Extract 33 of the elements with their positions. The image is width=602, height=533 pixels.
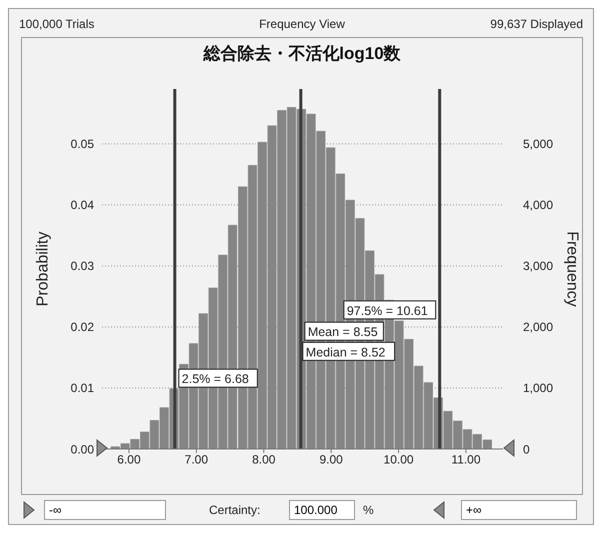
x-tick-label: 10.00 <box>384 452 414 467</box>
y2-tick-label: 5,000 <box>523 137 554 152</box>
x-tick-label: 7.00 <box>184 452 208 467</box>
y-axis-title: Probability <box>34 232 52 306</box>
annotation: Mean = 8.55 <box>308 325 378 340</box>
x-tick-label: 6.00 <box>117 452 141 467</box>
text: % <box>363 503 374 517</box>
y2-tick-label: 1,000 <box>523 381 554 396</box>
y-tick-label: 0.04 <box>70 198 94 212</box>
text: 99,637 Displayed <box>490 17 583 31</box>
annotation: Median = 8.52 <box>306 345 386 360</box>
annotation: 2.5% = 6.68 <box>182 372 249 386</box>
text: Certainty: <box>209 503 260 517</box>
x-tick-label: 11.00 <box>451 452 481 467</box>
y-tick-label: 0.05 <box>70 137 94 152</box>
text-field: -∞ <box>44 500 166 520</box>
x-tick-label: 9.00 <box>319 452 344 467</box>
y-tick-label: 0.01 <box>70 381 94 396</box>
text-field: 100.000 <box>289 500 355 520</box>
y2-axis-title: Frequency <box>563 231 580 307</box>
chart-title: 総合除去・不活化log10数 <box>202 43 402 65</box>
annotation: 97.5% = 10.61 <box>346 304 428 318</box>
y2-tick-label: 3,000 <box>523 259 554 274</box>
y2-tick-label: 0 <box>523 442 530 456</box>
y2-tick-label: 2,000 <box>523 320 554 334</box>
y-tick-label: 0.03 <box>70 259 94 274</box>
x-tick-label: 8.00 <box>252 452 276 467</box>
chart-subtitle: Frequency View <box>259 17 345 31</box>
y2-tick-label: 4,000 <box>523 198 554 212</box>
text: 100,000 Trials <box>19 17 94 31</box>
y-tick-label: 0.02 <box>70 320 94 334</box>
y-tick-label: 0.00 <box>70 442 94 456</box>
text-field: +∞ <box>461 500 577 520</box>
